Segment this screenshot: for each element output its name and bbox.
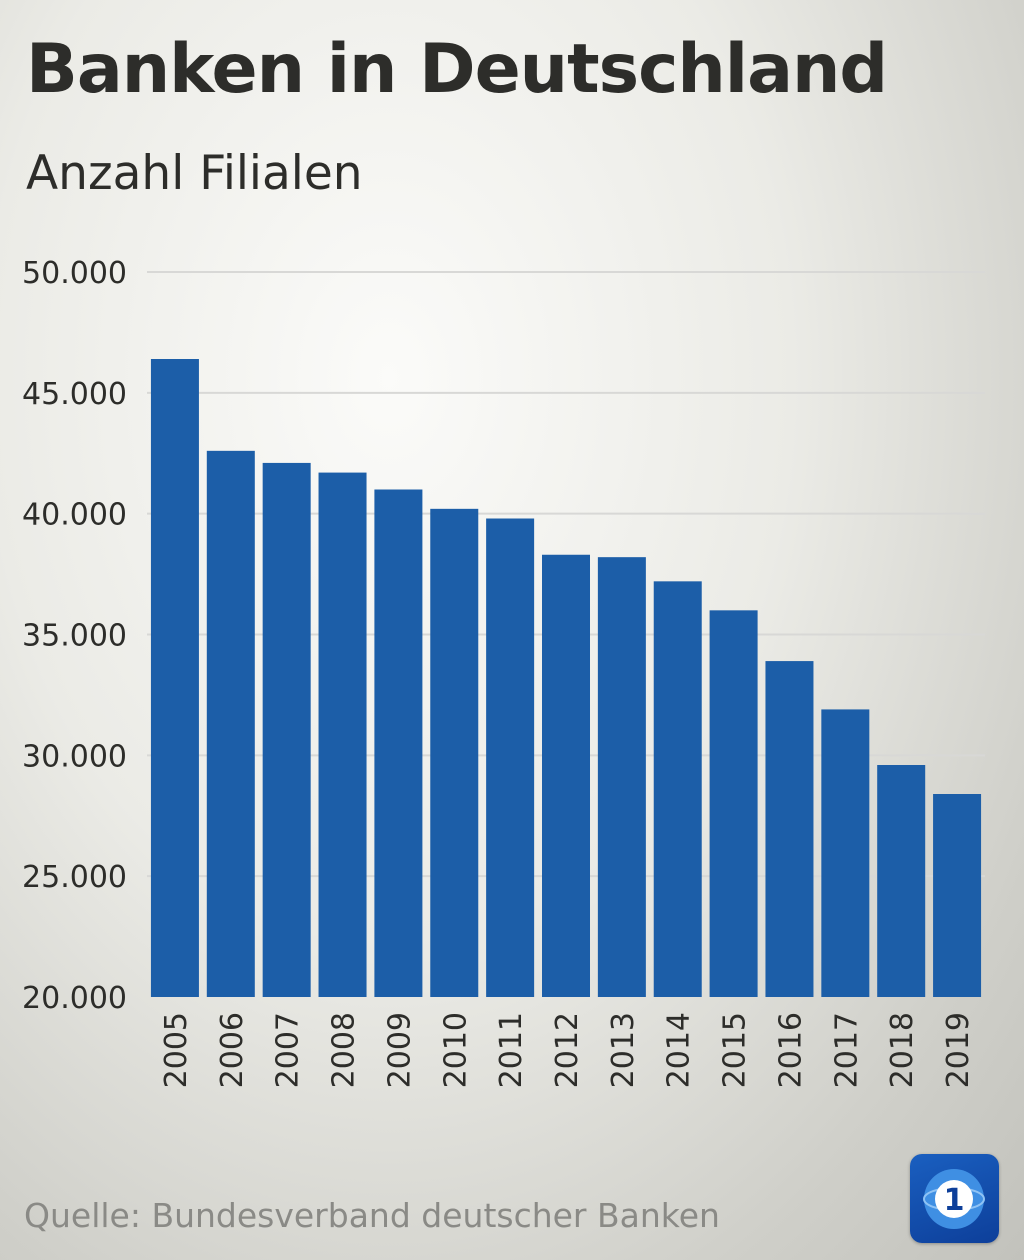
bar-2012 <box>542 554 590 997</box>
bar-2019 <box>933 794 982 997</box>
x-tick-label: 2014 <box>662 1012 697 1088</box>
das-erste-logo-icon: 1 <box>910 1154 999 1243</box>
y-tick-label: 20.000 <box>22 981 127 1016</box>
bar-2007 <box>262 462 311 998</box>
x-tick-label: 2019 <box>941 1012 976 1088</box>
x-tick-label: 2005 <box>159 1012 194 1088</box>
x-tick-label: 2008 <box>327 1012 362 1088</box>
bar-2013 <box>597 557 646 997</box>
x-tick-label: 2007 <box>271 1012 306 1088</box>
chart-subtitle: Anzahl Filialen <box>26 146 363 201</box>
bar-2005 <box>150 359 199 997</box>
bars <box>150 359 982 998</box>
x-tick-label: 2018 <box>885 1012 920 1088</box>
source-note: Quelle: Bundesverband deutscher Banken <box>24 1196 720 1235</box>
bar-2016 <box>765 661 814 997</box>
x-tick-label: 2006 <box>215 1012 250 1088</box>
y-tick-label: 40.000 <box>22 498 127 533</box>
x-tick-label: 2013 <box>606 1012 641 1088</box>
y-tick-label: 25.000 <box>22 860 127 895</box>
x-tick-label: 2009 <box>382 1012 417 1088</box>
logo-label: 1 <box>944 1183 965 1218</box>
bar-2008 <box>318 472 367 997</box>
bar-2011 <box>486 518 535 997</box>
x-tick-label: 2010 <box>438 1012 473 1088</box>
y-tick-label: 35.000 <box>22 619 127 654</box>
y-axis-ticks: 20.000 25.000 30.000 35.000 40.000 45.000 50.0… <box>22 256 127 1016</box>
x-tick-label: 2017 <box>829 1012 864 1088</box>
x-tick-label: 2012 <box>550 1012 585 1088</box>
bar-2014 <box>653 581 702 997</box>
bar-2010 <box>430 508 479 997</box>
bar-2006 <box>206 450 255 997</box>
bar-chart: 20.000 25.000 30.000 35.000 40.000 45.000 50.0… <box>22 256 985 1088</box>
y-tick-label: 45.000 <box>22 377 127 412</box>
chart-title: Banken in Deutschland <box>26 30 888 109</box>
x-tick-label: 2011 <box>494 1012 529 1088</box>
bar-2009 <box>374 489 423 997</box>
x-axis-ticks: 2005 2006 2007 2008 2009 2010 2011 2012 2013 2014… <box>159 1012 976 1088</box>
y-tick-label: 50.000 <box>22 256 127 291</box>
y-tick-label: 30.000 <box>22 739 127 774</box>
bar-2015 <box>709 610 758 997</box>
x-tick-label: 2016 <box>773 1012 808 1088</box>
x-tick-label: 2015 <box>718 1012 753 1088</box>
bar-2017 <box>821 709 870 997</box>
bar-2018 <box>877 765 926 997</box>
